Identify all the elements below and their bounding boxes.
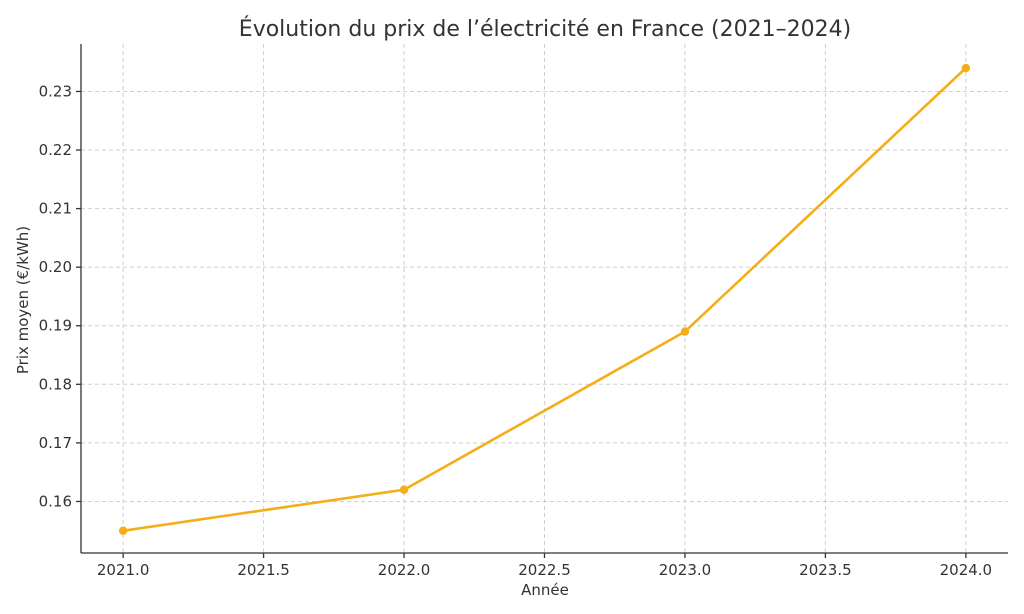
series-line — [121, 66, 968, 533]
x-tick-label: 2022.0 — [378, 561, 431, 579]
grid — [81, 44, 1008, 553]
x-axis-label: Année — [521, 581, 569, 599]
data-point — [118, 526, 128, 535]
series-layer — [118, 63, 971, 535]
y-tick-label: 0.19 — [39, 317, 72, 335]
y-tick-label: 0.21 — [39, 200, 72, 218]
axes: 2021.0 2021.5 2022.0 2022.5 2023.0 2023.5 2024… — [39, 44, 1008, 579]
y-tick-label: 0.22 — [39, 141, 72, 159]
x-tick-label: 2021.0 — [97, 561, 150, 579]
x-tick-label: 2022.5 — [518, 561, 571, 579]
x-tick-label: 2021.5 — [237, 561, 290, 579]
x-tick-label: 2023.0 — [659, 561, 712, 579]
x-tick-label: 2024.0 — [940, 561, 993, 579]
y-tick-label: 0.17 — [39, 434, 72, 452]
y-axis-label: Prix moyen (€/kWh) — [14, 226, 32, 374]
y-tick-label: 0.16 — [39, 492, 72, 510]
y-tick-label: 0.18 — [39, 375, 72, 393]
y-tick-label: 0.20 — [39, 258, 72, 276]
chart-title: Évolution du prix de l’électricité en Fr… — [239, 16, 851, 42]
data-point — [680, 327, 690, 336]
data-point — [961, 63, 971, 73]
y-tick-label: 0.23 — [39, 82, 72, 100]
x-tick-label: 2023.5 — [799, 561, 852, 579]
data-point — [399, 485, 409, 494]
